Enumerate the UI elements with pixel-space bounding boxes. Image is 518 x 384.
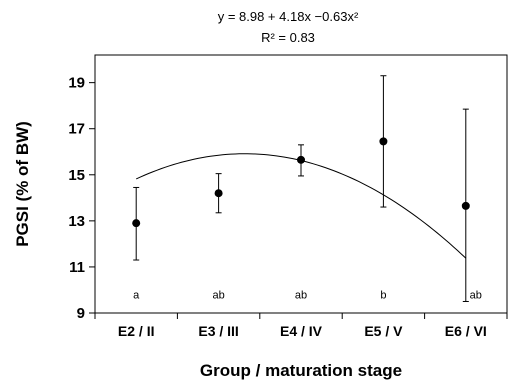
data-point (214, 189, 223, 198)
data-point (297, 155, 305, 164)
y-tick-label: 13 (68, 213, 85, 230)
plot-area (94, 54, 508, 314)
y-tick-label: 11 (69, 259, 85, 276)
y-axis: 9 11 13 15 17 19 (68, 75, 95, 322)
y-axis-label: PGSI (% of BW) (13, 121, 32, 247)
significance-letter: b (380, 290, 386, 302)
x-tick-label: E2 / II (118, 323, 155, 339)
y-tick-label: 19 (68, 75, 85, 92)
significance-letters: a ab ab b ab (133, 290, 482, 302)
data-point (379, 137, 388, 146)
significance-letter: ab (295, 290, 307, 302)
significance-letter: ab (212, 290, 224, 302)
x-tick-label: E4 / IV (280, 323, 323, 339)
significance-letter: ab (470, 290, 482, 302)
x-axis-label: Group / maturation stage (200, 361, 402, 380)
data-point (132, 219, 141, 228)
x-tick-label: E3 / III (198, 323, 238, 339)
x-tick-label: E6 / VI (445, 323, 487, 339)
x-tick-label: E5 / V (364, 323, 403, 339)
data-point (461, 201, 470, 210)
x-axis: E2 / II E3 / III E4 / IV E5 / V E6 / VI (94, 313, 508, 339)
y-tick-label: 17 (68, 121, 85, 138)
y-tick-label: 9 (77, 305, 85, 322)
trendline-equation: y = 8.98 + 4.18x −0.63x² (218, 9, 359, 24)
data-points (132, 75, 470, 302)
r-squared-label: R² = 0.83 (261, 30, 315, 45)
y-tick-label: 15 (68, 167, 85, 184)
significance-letter: a (133, 290, 140, 302)
